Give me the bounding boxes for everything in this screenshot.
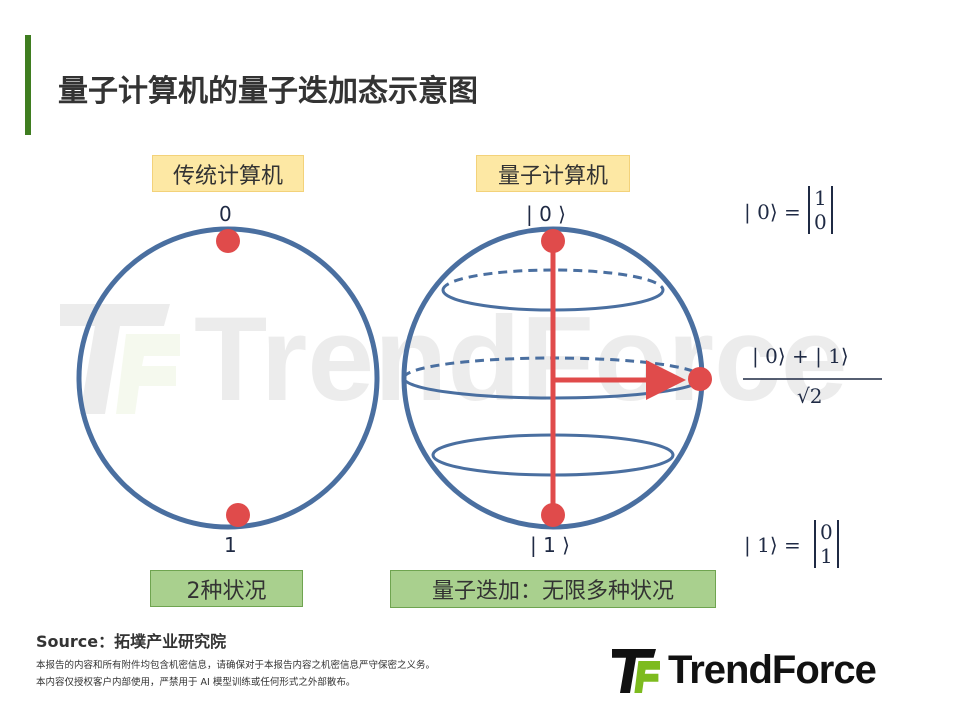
classical-bottom-label: 1 bbox=[224, 533, 237, 557]
source-text: Source：拓墣产业研究院 bbox=[36, 632, 227, 651]
quantum-label: 量子计算机 bbox=[476, 155, 630, 192]
quantum-caption: 量子迭加：无限多种状况 bbox=[390, 570, 716, 608]
classical-state-0-dot bbox=[216, 229, 240, 253]
superposition-dot bbox=[688, 367, 712, 391]
classical-label: 传统计算机 bbox=[152, 155, 304, 192]
quantum-top-label: | 0 ⟩ bbox=[526, 202, 566, 226]
logo-icon bbox=[612, 648, 660, 693]
trendforce-logo: TrendForce bbox=[612, 648, 877, 693]
classical-top-label: 0 bbox=[219, 202, 232, 226]
ket-one-lhs: | 1⟩ = bbox=[744, 533, 801, 557]
page-title: 量子计算机的量子迭加态示意图 bbox=[58, 74, 478, 109]
classical-state-1-dot bbox=[226, 503, 250, 527]
quantum-state-0-dot bbox=[541, 229, 565, 253]
ket-zero-lhs: | 0⟩ = bbox=[744, 200, 801, 224]
superposition-numerator: | 0⟩ + | 1⟩ bbox=[752, 344, 849, 368]
classical-circle bbox=[76, 226, 380, 530]
classical-caption: 2种状况 bbox=[150, 570, 303, 607]
watermark-logo-icon bbox=[60, 304, 180, 414]
quantum-bottom-label: | 1 ⟩ bbox=[530, 533, 570, 557]
disclaimer-line-2: 本内容仅授权客户内部使用，严禁用于 AI 模型训练或任何形式之外部散布。 bbox=[36, 677, 356, 688]
superposition-denominator: √2 bbox=[797, 384, 823, 408]
disclaimer-line-1: 本报告的内容和所有附件均包含机密信息，请确保对于本报告内容之机密信息严守保密之义… bbox=[36, 660, 436, 671]
title-accent-bar bbox=[25, 35, 31, 135]
quantum-state-1-dot bbox=[541, 503, 565, 527]
